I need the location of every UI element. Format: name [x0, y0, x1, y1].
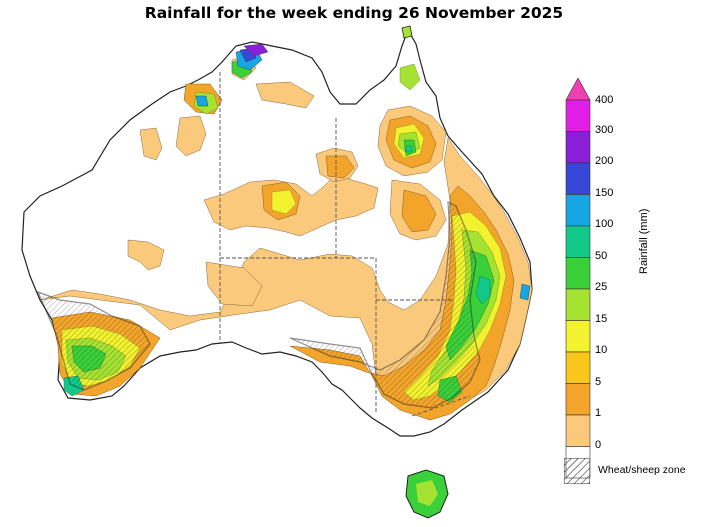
legend-swatch [565, 320, 591, 353]
legend-swatch [565, 99, 591, 132]
legend-tick-label: 10 [595, 344, 608, 356]
map-title: Rainfall for the week ending 26 November… [144, 4, 564, 22]
island-north [401, 25, 413, 39]
legend-tick-label: 300 [595, 123, 614, 136]
legend-axis-label: Rainfall (mm) [638, 208, 650, 274]
legend-swatch [565, 414, 591, 447]
state-borders [219, 72, 471, 417]
legend-tick-label: 15 [595, 312, 608, 325]
wheat-sheep-zone [36, 200, 481, 409]
legend-tick-label: 100 [595, 218, 614, 230]
legend-tick-label: 1 [595, 407, 602, 419]
rainfall-map [21, 25, 533, 519]
legend-tick-label: 0 [595, 438, 602, 451]
legend-swatch [565, 351, 591, 384]
legend-tick-label: 5 [595, 375, 602, 388]
legend-swatch [565, 225, 591, 258]
hatch-label: Wheat/sheep zone [598, 464, 686, 476]
legend-colorbar [565, 78, 591, 479]
legend-swatch [565, 131, 591, 164]
rain-100-plus-areas [195, 43, 531, 301]
legend-swatch [565, 162, 591, 195]
legend-swatch [565, 383, 591, 416]
legend-tick-label: 25 [595, 281, 608, 293]
legend-swatch [565, 288, 591, 321]
legend-arrow [565, 78, 591, 101]
legend-swatch [565, 257, 591, 290]
legend-tick-label: 150 [595, 186, 614, 199]
legend-tick-label: 400 [595, 94, 614, 106]
legend-tick-label: 50 [595, 249, 608, 262]
legend-swatch [565, 194, 591, 227]
legend-tick-label: 200 [595, 155, 614, 167]
tasmania-interior [416, 480, 438, 506]
legend: 400 300 200 150 100 50 25 15 10 5 1 0 Rainfall (mm)… [560, 78, 708, 498]
hatch-swatch [564, 458, 590, 484]
